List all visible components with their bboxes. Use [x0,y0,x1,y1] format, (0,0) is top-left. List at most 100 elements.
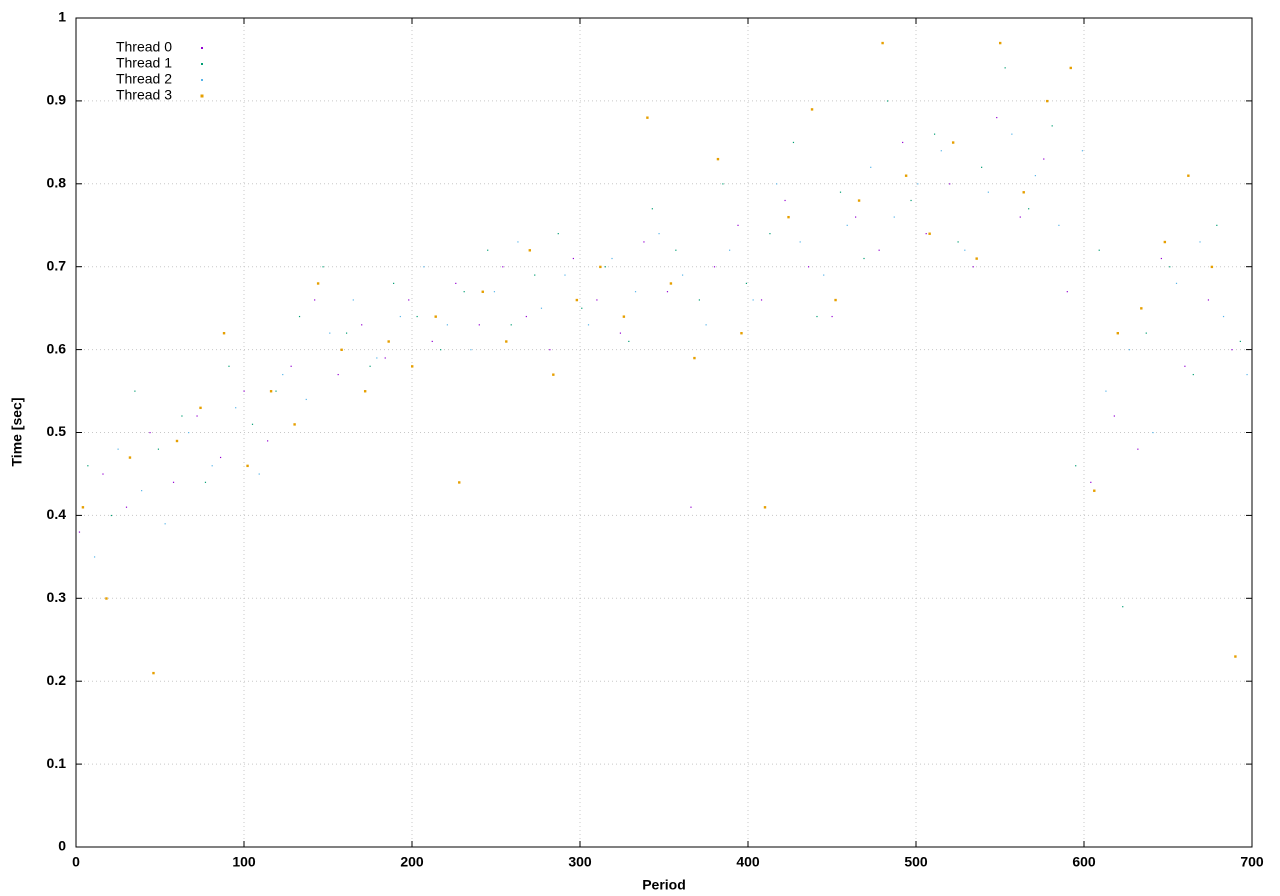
point [957,241,959,243]
point [1234,655,1237,658]
y-tick-label: 0.6 [47,340,67,356]
point [290,365,292,367]
point [340,348,343,351]
point [1019,216,1021,218]
point [434,315,437,318]
point [1207,299,1210,301]
point [619,332,622,334]
point [487,249,489,251]
point [416,315,418,318]
point [196,415,198,417]
legend-marker [201,79,203,81]
point [846,224,848,226]
point [1199,241,1201,243]
y-tick-label: 0.1 [47,755,67,771]
point [784,199,786,202]
point [917,183,919,185]
point [463,291,465,293]
point [581,307,583,309]
point [399,315,401,318]
point [902,141,904,144]
point [219,456,222,459]
point [1093,489,1096,492]
y-tick-label: 0.9 [47,92,67,108]
point [478,324,480,326]
point [1210,265,1214,269]
y-tick-label: 0 [58,838,66,854]
point [1184,365,1186,367]
point [1051,125,1053,127]
point [199,406,202,410]
point [816,315,818,318]
point [305,398,307,401]
point [787,215,790,219]
point [999,41,1002,45]
point [282,373,284,376]
x-tick-label: 0 [72,854,80,870]
point [361,324,363,326]
point [886,100,889,102]
x-tick-label: 400 [736,854,760,870]
point [510,324,512,326]
point [996,116,998,119]
point [93,556,96,558]
point [925,233,927,235]
point [352,299,354,301]
legend-label: Thread 2 [116,71,172,87]
point [823,274,825,276]
point [799,241,801,243]
point [105,597,108,600]
point [693,356,696,360]
y-tick-label: 0.3 [47,589,67,605]
point [870,166,872,168]
point [1090,481,1092,483]
point [1216,224,1218,226]
point [752,299,754,301]
point [525,315,527,318]
point [1116,332,1119,335]
point [716,157,720,161]
point [675,249,677,251]
point [152,671,155,675]
point [737,224,739,226]
point [855,216,857,218]
point [181,415,183,417]
point [1239,340,1241,343]
point [345,332,348,334]
point [269,390,273,393]
point [141,490,143,492]
point [1113,415,1115,417]
point [431,340,433,343]
x-tick-label: 100 [232,854,256,870]
y-tick-label: 0.4 [47,506,67,522]
point [246,464,249,468]
point [251,423,254,425]
x-axis-title: Period [642,877,686,893]
point [134,390,136,392]
point [1034,175,1036,177]
point [1231,349,1233,351]
point [188,432,190,434]
point [502,266,504,268]
point [713,266,716,268]
point [87,465,89,467]
legend-label: Thread 3 [116,87,172,103]
point [408,299,410,301]
point [423,266,425,268]
point [393,282,395,284]
y-tick-label: 0.8 [47,175,67,191]
point [596,299,598,301]
point [611,257,613,260]
point [470,349,472,351]
point [776,183,778,185]
point [316,282,320,285]
point [204,481,207,483]
point [722,183,724,185]
point [243,390,245,392]
point [157,448,160,450]
point [1028,208,1030,210]
point [128,456,132,459]
point [275,390,277,392]
point [528,249,531,252]
